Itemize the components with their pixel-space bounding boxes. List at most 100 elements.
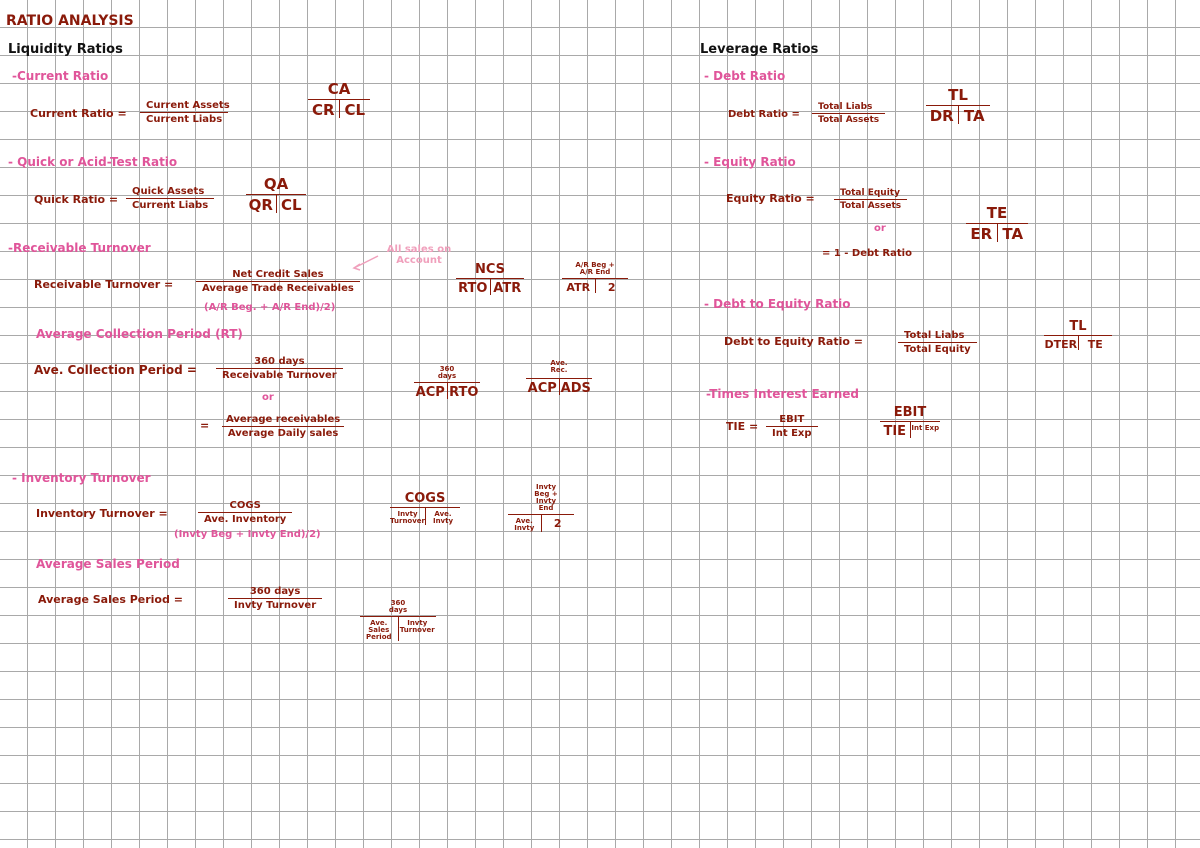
current-ratio-denominator: Current Liabs <box>140 112 229 125</box>
dte-ratio-label: - Debt to Equity Ratio <box>704 297 851 311</box>
acp-box-left: ACP <box>415 385 445 400</box>
inventory-turnover-fraction: COGS Ave. Inventory <box>198 500 293 525</box>
liquidity-heading: Liquidity Ratios <box>8 42 123 57</box>
acp-box-right: RTO <box>446 383 481 399</box>
dte-ratio-denominator: Total Equity <box>898 342 977 355</box>
tie-box-top: EBIT <box>880 406 940 422</box>
receivable-turnover-box-left: RTO <box>458 281 488 296</box>
acp-fraction: 360 days Receivable Turnover <box>216 356 343 381</box>
dte-ratio-box-right: TE <box>1077 336 1113 350</box>
current-ratio-label: -Current Ratio <box>12 69 109 83</box>
asp-numerator: 360 days <box>249 586 301 597</box>
debt-ratio-box-left: DR <box>929 107 954 125</box>
acp-box-top: 360 days <box>414 366 480 383</box>
average-receivables-box-top: A/R Beg + A/R End <box>562 262 628 279</box>
tie-fraction: EBIT Int Exp <box>766 414 818 439</box>
inventory-turnover-label: - Inventory Turnover <box>12 471 151 485</box>
tie-box-left: TIE <box>883 424 907 439</box>
quick-ratio-lhs: Quick Ratio = <box>34 193 119 206</box>
dte-ratio-fraction: Total Liabs Total Equity <box>898 330 977 355</box>
asp-triangle: 360 days Ave. Sales Period Invty Turnover <box>360 600 436 641</box>
debt-ratio-fraction: Total Liabs Total Assets <box>812 102 886 125</box>
acp-triangle: 360 days ACP RTO <box>414 366 480 399</box>
note-arrow-icon <box>352 255 379 271</box>
acp-denominator-alt: Average Daily sales <box>221 426 345 439</box>
dte-ratio-triangle: TL DTER TE <box>1044 320 1112 350</box>
asp-lhs: Average Sales Period = <box>38 593 183 606</box>
quick-ratio-box-left: QR <box>248 196 273 214</box>
asp-denominator: Invty Turnover <box>228 598 323 611</box>
asp-label: Average Sales Period <box>36 557 180 571</box>
inventory-turnover-denominator-note: (Invty Beg + Invty End)/2) <box>174 529 321 540</box>
quick-ratio-fraction: Quick Assets Current Liabs <box>126 186 215 211</box>
debt-ratio-lhs: Debt Ratio = <box>728 109 800 120</box>
inventory-turnover-box-right: Ave. Invty <box>425 508 460 525</box>
acp-alt-box-right: ADS <box>558 379 593 395</box>
debt-ratio-box-top: TL <box>926 88 990 106</box>
dte-ratio-lhs: Debt to Equity Ratio = <box>724 335 863 348</box>
acp-numerator-alt: Average receivables <box>226 414 341 425</box>
equity-ratio-denominator: Total Assets <box>834 199 908 211</box>
inventory-turnover-numerator: COGS <box>229 500 261 511</box>
debt-ratio-box-right: TA <box>957 106 991 124</box>
current-ratio-box-top: CA <box>308 82 370 100</box>
inventory-turnover-box-top: COGS <box>390 492 460 508</box>
quick-ratio-triangle: QA QR CL <box>246 177 306 213</box>
acp-lhs: Ave. Collection Period = <box>34 363 197 377</box>
current-ratio-box-right: CL <box>338 100 371 118</box>
equity-ratio-box-left: ER <box>970 225 993 243</box>
inventory-turnover-denominator: Ave. Inventory <box>198 512 293 525</box>
acp-fraction-alt: Average receivables Average Daily sales <box>220 414 346 439</box>
receivable-turnover-triangle: NCS RTO ATR <box>456 263 524 295</box>
equity-ratio-box-right: TA <box>996 224 1029 242</box>
current-ratio-lhs: Current Ratio = <box>30 107 127 120</box>
acp-alt-triangle: Ave. Rec. ACP ADS <box>526 360 592 395</box>
acp-numerator: 360 days <box>254 356 305 367</box>
equity-ratio-lhs: Equity Ratio = <box>726 192 815 205</box>
tie-label: -Times Interest Earned <box>706 387 859 401</box>
equity-ratio-fraction: Total Equity Total Assets <box>834 188 908 211</box>
equity-ratio-box-top: TE <box>966 206 1028 224</box>
equity-ratio-alt: = 1 - Debt Ratio <box>822 248 912 259</box>
quick-ratio-box-top: QA <box>246 177 306 195</box>
asp-fraction: 360 days Invty Turnover <box>228 586 323 611</box>
receivable-turnover-denominator-note: (A/R Beg. + A/R End)/2) <box>204 302 336 313</box>
average-inventory-box-right: 2 <box>540 515 575 532</box>
receivable-turnover-denominator: Average Trade Receivables <box>196 281 360 294</box>
acp-eq: = <box>200 419 210 432</box>
average-inventory-box-left: Ave. Invty <box>514 517 535 532</box>
inventory-turnover-box-left: Invty Turnover <box>390 510 425 525</box>
current-ratio-fraction: Current Assets Current Liabs <box>140 100 236 125</box>
tie-denominator: Int Exp <box>766 426 818 439</box>
acp-denominator: Receivable Turnover <box>216 368 343 381</box>
debt-ratio-label: - Debt Ratio <box>704 69 786 83</box>
dte-ratio-box-top: TL <box>1044 320 1112 336</box>
leverage-heading: Leverage Ratios <box>700 42 819 57</box>
acp-alt-box-left: ACP <box>527 381 557 396</box>
asp-box-right: Invty Turnover <box>397 617 437 641</box>
page-title: RATIO ANALYSIS <box>6 13 134 29</box>
tie-triangle: EBIT TIE Int Exp <box>880 406 940 438</box>
quick-ratio-label: - Quick or Acid-Test Ratio <box>8 155 178 169</box>
current-ratio-triangle: CA CR CL <box>308 82 370 118</box>
receivable-turnover-note: All sales on Account <box>386 244 452 266</box>
receivable-turnover-numerator: Net Credit Sales <box>232 269 324 280</box>
debt-ratio-numerator: Total Liabs <box>818 102 873 112</box>
equity-ratio-label: - Equity Ratio <box>704 155 796 169</box>
equity-ratio-numerator: Total Equity <box>840 188 900 198</box>
tie-lhs: TIE = <box>726 420 759 433</box>
average-inventory-box-top: Invty Beg + Invty End <box>508 484 574 515</box>
receivable-turnover-box-top: NCS <box>456 263 524 279</box>
average-receivables-box-right: 2 <box>594 279 629 293</box>
receivable-turnover-box-right: ATR <box>489 279 525 295</box>
receivable-turnover-label: -Receivable Turnover <box>8 241 151 255</box>
current-ratio-numerator: Current Assets <box>146 100 230 111</box>
quick-ratio-denominator: Current Liabs <box>126 198 215 211</box>
average-receivables-triangle: A/R Beg + A/R End ATR 2 <box>562 262 628 293</box>
acp-or: or <box>262 392 274 403</box>
current-ratio-box-left: CR <box>311 101 335 119</box>
receivable-turnover-fraction: Net Credit Sales Average Trade Receivabl… <box>196 269 360 294</box>
equity-ratio-triangle: TE ER TA <box>966 206 1028 242</box>
asp-box-top: 360 days <box>360 600 436 617</box>
tie-numerator: EBIT <box>779 414 805 425</box>
